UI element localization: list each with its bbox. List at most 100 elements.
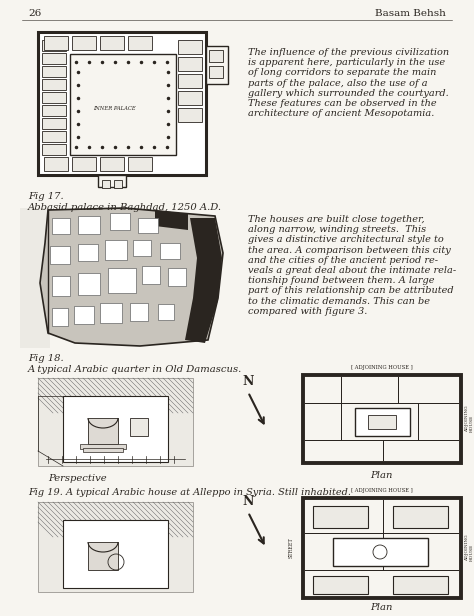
- Bar: [108, 268, 136, 293]
- Bar: [383, 500, 384, 533]
- Bar: [209, 66, 223, 78]
- Bar: [341, 377, 342, 403]
- Bar: [178, 40, 202, 54]
- Bar: [158, 304, 174, 320]
- Bar: [44, 157, 68, 171]
- Bar: [38, 502, 193, 592]
- Bar: [209, 50, 223, 62]
- Bar: [160, 243, 180, 259]
- Text: Plan: Plan: [370, 603, 392, 612]
- Bar: [105, 240, 127, 260]
- Bar: [42, 131, 66, 142]
- Bar: [418, 404, 419, 440]
- Bar: [138, 218, 158, 233]
- Bar: [355, 408, 410, 436]
- Bar: [313, 506, 368, 528]
- Text: of long corridors to separate the main: of long corridors to separate the main: [248, 68, 437, 78]
- Bar: [78, 244, 98, 261]
- Bar: [100, 157, 124, 171]
- Bar: [305, 570, 459, 571]
- Text: part of this relationship can be attributed: part of this relationship can be attribu…: [248, 286, 454, 296]
- Bar: [38, 32, 206, 175]
- Bar: [63, 396, 168, 462]
- Bar: [42, 66, 66, 77]
- Bar: [100, 303, 122, 323]
- Bar: [52, 276, 70, 296]
- Text: and the cities of the ancient period re-: and the cities of the ancient period re-: [248, 256, 438, 265]
- Text: Plan: Plan: [370, 471, 392, 480]
- Bar: [70, 54, 176, 155]
- Bar: [100, 36, 124, 50]
- Bar: [178, 91, 202, 105]
- Text: INNER PALACE: INNER PALACE: [92, 105, 136, 110]
- Bar: [341, 404, 342, 440]
- Polygon shape: [155, 210, 188, 230]
- Text: These features can be observed in the: These features can be observed in the: [248, 99, 437, 108]
- Bar: [42, 79, 66, 90]
- Text: ADJOINING
HOUSE: ADJOINING HOUSE: [465, 406, 474, 432]
- Bar: [178, 108, 202, 122]
- Text: STREET: STREET: [289, 538, 293, 558]
- Bar: [72, 157, 96, 171]
- Bar: [393, 506, 448, 528]
- Bar: [52, 308, 68, 326]
- Text: Basam Behsh: Basam Behsh: [375, 9, 446, 18]
- Text: compared with figure 3.: compared with figure 3.: [248, 307, 367, 316]
- Bar: [303, 498, 461, 598]
- Bar: [98, 175, 126, 187]
- Text: veals a great deal about the intimate rela-: veals a great deal about the intimate re…: [248, 266, 456, 275]
- Bar: [393, 576, 448, 594]
- Bar: [206, 46, 228, 84]
- Bar: [83, 448, 123, 452]
- Bar: [383, 441, 384, 461]
- Bar: [42, 53, 66, 64]
- Bar: [305, 403, 459, 404]
- Text: the area. A comparison between this city: the area. A comparison between this city: [248, 246, 451, 254]
- Text: parts of the palace, also the use of a: parts of the palace, also the use of a: [248, 79, 428, 87]
- Bar: [78, 216, 100, 234]
- Bar: [114, 180, 122, 188]
- Text: to the climatic demands. This can be: to the climatic demands. This can be: [248, 296, 430, 306]
- Bar: [52, 218, 70, 234]
- Bar: [383, 534, 384, 570]
- Bar: [50, 246, 70, 264]
- Bar: [178, 57, 202, 71]
- Bar: [88, 542, 118, 570]
- Bar: [128, 36, 152, 50]
- Bar: [110, 213, 130, 230]
- Text: N: N: [242, 495, 254, 508]
- Text: Fig 17.: Fig 17.: [28, 192, 64, 201]
- Bar: [88, 418, 118, 444]
- Bar: [130, 418, 148, 436]
- Text: A typical Arabic quarter in Old Damascus.: A typical Arabic quarter in Old Damascus…: [28, 365, 242, 374]
- Bar: [142, 266, 160, 284]
- Bar: [303, 375, 461, 463]
- Bar: [38, 32, 206, 175]
- Text: 26: 26: [28, 9, 41, 18]
- Bar: [44, 36, 68, 50]
- Bar: [133, 240, 151, 256]
- Bar: [130, 303, 148, 321]
- Bar: [42, 118, 66, 129]
- Text: Perspective: Perspective: [48, 474, 107, 483]
- Polygon shape: [185, 218, 222, 343]
- Bar: [313, 576, 368, 594]
- Bar: [42, 105, 66, 116]
- Bar: [20, 208, 50, 348]
- Text: along narrow, winding streets.  This: along narrow, winding streets. This: [248, 225, 426, 234]
- Bar: [42, 40, 66, 51]
- Bar: [128, 157, 152, 171]
- Bar: [333, 538, 428, 566]
- Bar: [102, 180, 110, 188]
- Text: architecture of ancient Mesopotamia.: architecture of ancient Mesopotamia.: [248, 109, 434, 118]
- Bar: [398, 377, 399, 403]
- Text: gallery which surrounded the courtyard.: gallery which surrounded the courtyard.: [248, 89, 449, 98]
- Text: Fig 18.: Fig 18.: [28, 354, 64, 363]
- Bar: [305, 533, 459, 534]
- Text: is apparent here, particularly in the use: is apparent here, particularly in the us…: [248, 58, 445, 67]
- Bar: [305, 440, 459, 441]
- Bar: [42, 144, 66, 155]
- Text: The houses are built close together,: The houses are built close together,: [248, 215, 425, 224]
- Polygon shape: [40, 208, 223, 346]
- Text: ADJOINING
HOUSE: ADJOINING HOUSE: [465, 535, 474, 561]
